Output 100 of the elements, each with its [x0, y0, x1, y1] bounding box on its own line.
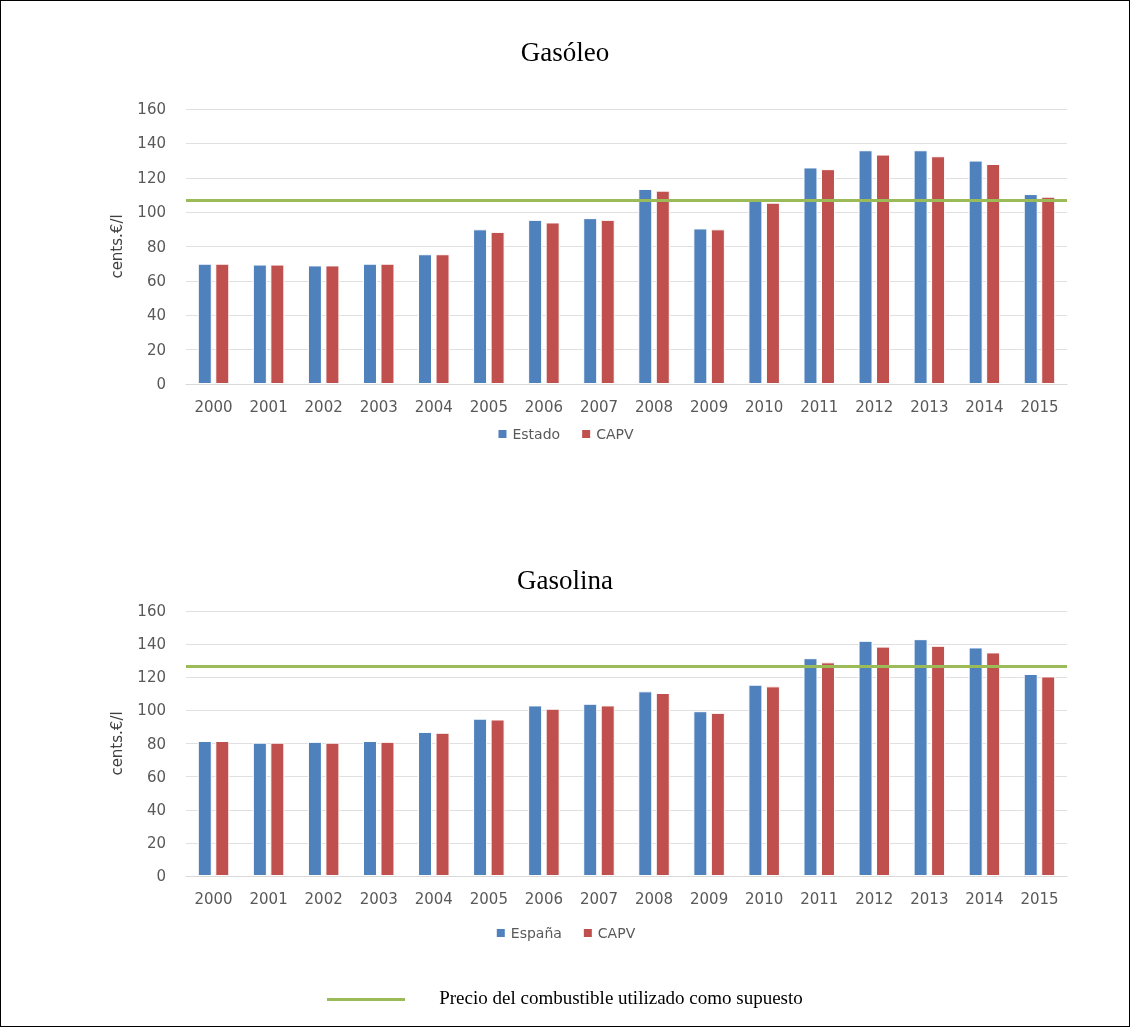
- x-tick-label: 2003: [359, 889, 398, 908]
- y-tick-label: 0: [156, 375, 166, 393]
- x-tick-label: 2007: [579, 889, 619, 908]
- bar: [435, 732, 450, 876]
- y-tick-label: 0: [156, 867, 166, 885]
- bar: [435, 254, 450, 384]
- y-tick-label: 20: [146, 340, 166, 359]
- x-tick-label: 2000: [194, 889, 233, 908]
- bar: [600, 705, 615, 876]
- x-tick-label: 2005: [469, 397, 508, 416]
- bar: [858, 640, 873, 876]
- x-tick-label: 2006: [524, 889, 563, 908]
- chart-title: Gasóleo: [520, 36, 610, 67]
- y-tick-label: 80: [146, 237, 166, 256]
- bar: [876, 154, 891, 384]
- x-tick-label: 2012: [855, 889, 894, 908]
- x-tick-label: 2014: [965, 397, 1004, 416]
- x-tick-label: 2013: [910, 397, 949, 416]
- x-tick-label: 2009: [690, 889, 729, 908]
- bar: [362, 741, 377, 876]
- y-tick-label: 60: [146, 767, 166, 786]
- y-tick-label: 160: [137, 602, 166, 620]
- bar: [545, 222, 560, 384]
- legend-label: Estado: [512, 426, 561, 442]
- bar: [270, 742, 285, 876]
- y-tick-label: 100: [137, 203, 166, 222]
- bar: [748, 684, 763, 876]
- bar: [1023, 673, 1038, 876]
- bar: [215, 741, 230, 876]
- bar: [765, 686, 780, 876]
- y-tick-label: 80: [146, 734, 166, 753]
- x-tick-label: 2005: [469, 889, 508, 908]
- x-tick-label: 2014: [965, 889, 1004, 908]
- bar: [710, 712, 725, 876]
- bar: [931, 156, 946, 384]
- legend-label: CAPV: [596, 426, 634, 442]
- bar: [252, 264, 267, 384]
- y-tick-label: 140: [137, 635, 166, 654]
- bar: [638, 691, 653, 876]
- x-tick-label: 2008: [634, 889, 674, 908]
- bar: [380, 741, 395, 876]
- y-axis-title: cents.€/l: [107, 711, 126, 776]
- bar: [931, 645, 946, 876]
- x-tick-label: 2002: [304, 397, 343, 416]
- x-tick-label: 2003: [359, 397, 398, 416]
- bar: [380, 263, 395, 384]
- bar: [803, 167, 818, 384]
- bar: [270, 264, 285, 384]
- bar: [968, 647, 983, 876]
- bar: [215, 263, 230, 384]
- x-tick-label: 2013: [910, 889, 949, 908]
- bar: [600, 219, 615, 384]
- bar: [307, 265, 322, 384]
- y-tick-label: 60: [146, 271, 166, 290]
- bar: [1041, 676, 1056, 876]
- bar: [655, 190, 670, 384]
- bar: [325, 265, 340, 384]
- bar: [197, 741, 212, 876]
- y-axis-title: cents.€/l: [107, 214, 126, 279]
- bar: [583, 703, 598, 876]
- bar: [803, 658, 818, 876]
- x-tick-label: 2008: [634, 397, 674, 416]
- bar: [693, 228, 708, 384]
- bar: [1023, 194, 1038, 384]
- bar: [986, 164, 1001, 384]
- x-tick-label: 2002: [304, 889, 343, 908]
- x-tick-label: 2001: [249, 397, 288, 416]
- bar: [913, 639, 928, 876]
- bar: [197, 263, 212, 384]
- bar: [858, 150, 873, 384]
- bar: [693, 711, 708, 876]
- bar: [820, 169, 835, 384]
- legend-label: España: [510, 925, 562, 941]
- bar: [638, 188, 653, 384]
- x-tick-label: 2007: [579, 397, 619, 416]
- x-tick-label: 2001: [249, 889, 288, 908]
- x-tick-label: 2011: [800, 889, 839, 908]
- bar: [473, 229, 488, 384]
- chart-title: Gasolina: [517, 564, 613, 595]
- y-tick-label: 120: [137, 668, 166, 687]
- x-tick-label: 2015: [1020, 397, 1059, 416]
- bar: [307, 741, 322, 876]
- bar: [252, 742, 267, 876]
- x-tick-label: 2011: [800, 397, 839, 416]
- x-tick-label: 2015: [1020, 889, 1059, 908]
- x-tick-label: 2004: [414, 397, 453, 416]
- x-tick-label: 2009: [690, 397, 729, 416]
- bar: [655, 692, 670, 876]
- x-tick-label: 2012: [855, 397, 894, 416]
- bar: [473, 718, 488, 876]
- x-tick-label: 2000: [194, 397, 233, 416]
- legend-label: CAPV: [597, 925, 636, 941]
- bar: [765, 202, 780, 384]
- y-tick-label: 20: [146, 833, 166, 852]
- y-tick-label: 100: [137, 701, 166, 720]
- legend-label: Precio del combustible utilizado como supuesto: [439, 987, 803, 1008]
- y-tick-label: 140: [137, 134, 166, 153]
- x-tick-label: 2010: [745, 889, 784, 908]
- bar: [418, 731, 433, 876]
- y-tick-label: 40: [146, 306, 166, 325]
